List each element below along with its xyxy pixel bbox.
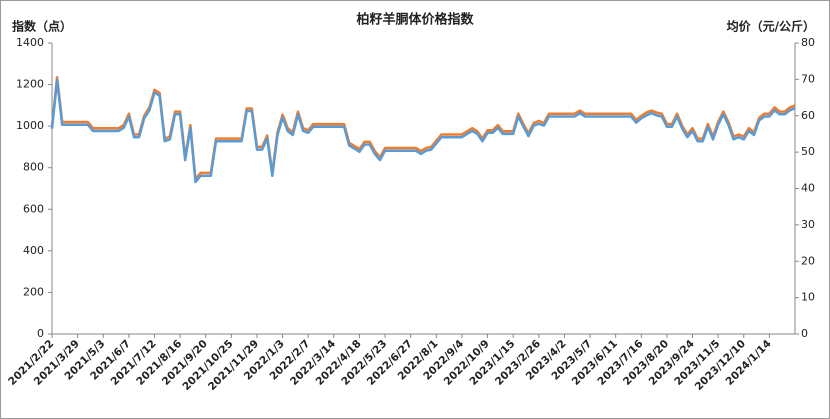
y2-tick-label: 0 bbox=[801, 327, 808, 340]
y2-tick-label: 60 bbox=[801, 109, 815, 122]
y-tick-label: 0 bbox=[37, 327, 44, 340]
y-tick-label: 1400 bbox=[16, 36, 44, 49]
series-line bbox=[50, 78, 796, 184]
y-tick-label: 1000 bbox=[16, 119, 44, 132]
y-tick-label: 200 bbox=[23, 285, 44, 298]
y-tick-label: 400 bbox=[23, 244, 44, 257]
y2-axis-label: 均价（元/公斤） bbox=[727, 19, 815, 34]
y-tick-label: 600 bbox=[23, 202, 44, 215]
y-tick-label: 800 bbox=[23, 161, 44, 174]
chart-title: 柏籽羊胴体价格指数 bbox=[356, 12, 474, 28]
y2-tick-label: 80 bbox=[801, 36, 815, 49]
y2-tick-label: 40 bbox=[801, 182, 815, 195]
y2-tick-label: 70 bbox=[801, 72, 815, 85]
y2-tick-label: 20 bbox=[801, 254, 815, 267]
y-axis-label: 指数（点） bbox=[12, 19, 72, 34]
y2-tick-label: 30 bbox=[801, 218, 815, 231]
y-tick-label: 1200 bbox=[16, 78, 44, 91]
y2-tick-label: 50 bbox=[801, 145, 815, 158]
series-line bbox=[50, 76, 796, 181]
y2-tick-label: 10 bbox=[801, 291, 815, 304]
